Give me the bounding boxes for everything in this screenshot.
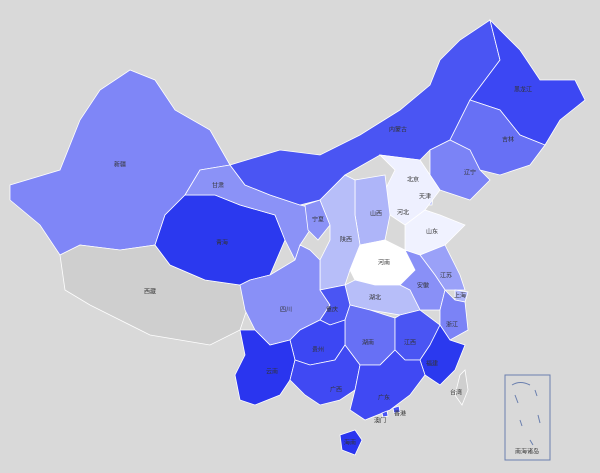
region-label: 新疆 xyxy=(114,161,126,169)
region-label: 湖北 xyxy=(369,294,381,302)
region xyxy=(59,244,251,346)
region-label: 陕西 xyxy=(340,236,352,244)
region-label: 河北 xyxy=(397,209,409,217)
region-label: 内蒙古 xyxy=(389,126,407,134)
region-label: 天津 xyxy=(419,194,431,201)
region-label: 上海 xyxy=(454,292,466,300)
region-label: 湖南 xyxy=(362,339,374,347)
region-label: 重庆 xyxy=(326,306,338,314)
region xyxy=(339,429,363,456)
region-label: 安徽 xyxy=(417,282,429,290)
region-label: 河南 xyxy=(378,259,390,267)
region-label: 山东 xyxy=(426,228,438,236)
inset-islands xyxy=(511,382,541,446)
region-label: 江西 xyxy=(404,340,416,347)
region xyxy=(319,174,361,291)
region-label: 宁夏 xyxy=(312,216,324,224)
region-label: 辽宁 xyxy=(464,169,476,177)
region-label: 四川 xyxy=(280,307,292,314)
region-label: 云南 xyxy=(266,368,278,376)
region-label: 北京 xyxy=(407,176,419,184)
region-label: 广东 xyxy=(378,394,390,402)
region xyxy=(381,410,389,418)
region-label: 西藏 xyxy=(144,288,156,296)
inset-box xyxy=(504,374,551,461)
region-label: 浙江 xyxy=(446,321,458,329)
region-label: 海南 xyxy=(344,439,356,447)
region-label: 贵州 xyxy=(312,346,324,354)
region-label: 吉林 xyxy=(502,136,514,144)
region xyxy=(392,405,401,414)
region xyxy=(349,349,426,421)
region-label: 澳门 xyxy=(374,417,386,425)
region xyxy=(234,329,296,406)
region-label: 青海 xyxy=(216,239,228,247)
regions xyxy=(9,18,586,456)
region-label: 福建 xyxy=(426,360,438,368)
region-label: 广西 xyxy=(330,386,342,394)
inset-label: 南海诸岛 xyxy=(515,448,539,456)
region-label: 江苏 xyxy=(440,272,452,280)
region xyxy=(469,18,586,146)
region-label: 香港 xyxy=(394,410,406,418)
region xyxy=(399,249,446,311)
region-label: 甘肃 xyxy=(212,182,224,190)
region xyxy=(429,139,491,201)
region-label: 台湾 xyxy=(450,389,462,397)
region-label: 黑龙江 xyxy=(514,86,532,94)
region-label: 山西 xyxy=(370,210,382,218)
region xyxy=(454,369,469,406)
